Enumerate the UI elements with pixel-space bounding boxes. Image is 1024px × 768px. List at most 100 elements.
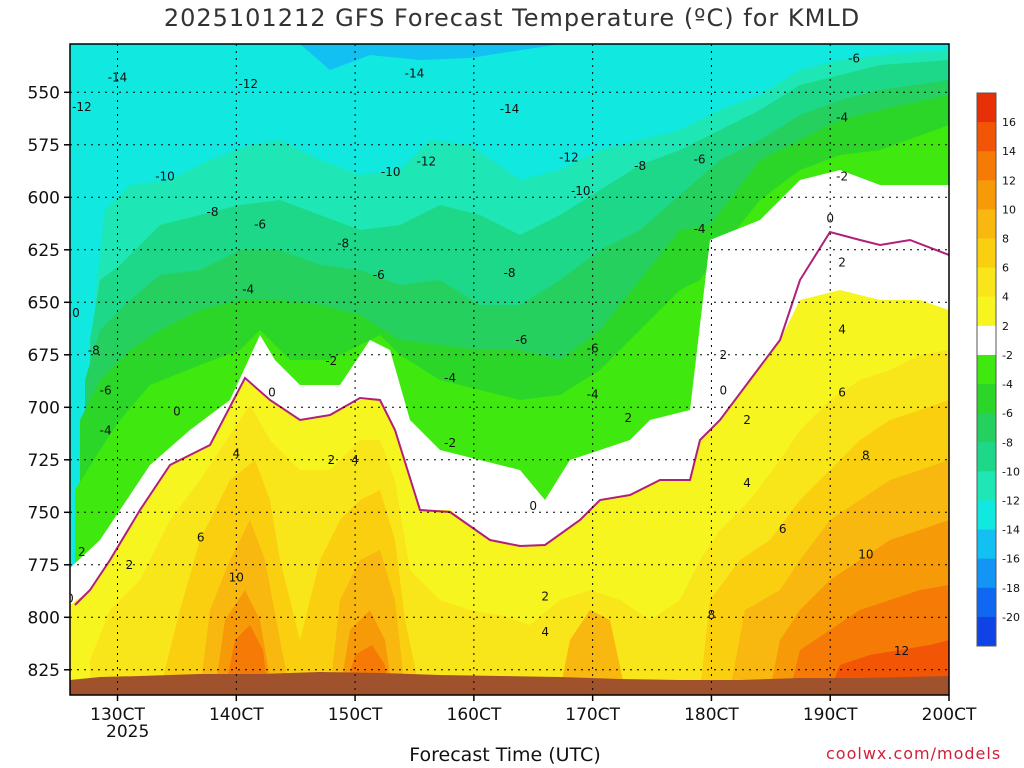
contour-label: -6 <box>848 52 860 66</box>
y-tick-label: 775 <box>28 556 60 576</box>
contour-label: 4 <box>743 476 751 490</box>
colorbar-level-label: -16 <box>1002 553 1020 566</box>
contour-label: 2 <box>78 545 86 559</box>
colorbar-level-label: 16 <box>1002 116 1016 129</box>
colorbar-level-label: -8 <box>1002 436 1013 449</box>
contour-label-layer: -14 -12 -14 -14 -12 -10 -10 -12 -12 -10 -8 -6 -8 -6 -8… <box>60 52 909 658</box>
colorbar-swatch <box>977 558 996 589</box>
colorbar-swatch <box>977 180 996 210</box>
contour-label: -2 <box>836 169 848 183</box>
contour-label: 0 <box>173 405 181 419</box>
x-tick-label: 170CT <box>565 705 620 725</box>
contour-label: -12 <box>417 155 437 169</box>
x-tick-label: 200CT <box>922 705 977 725</box>
source-credit: coolwx.com/models <box>826 744 1002 763</box>
colorbar-level-label: -18 <box>1002 582 1020 595</box>
contour-label: -6 <box>694 153 706 167</box>
contour-label: -8 <box>634 159 646 173</box>
contour-label: -4 <box>694 222 706 236</box>
chart-title: 2025101212 GFS Forecast Temperature (ºC)… <box>163 4 861 32</box>
y-tick-label: 650 <box>28 293 60 313</box>
x-axis-label: Forecast Time (UTC) <box>409 744 601 766</box>
colorbar-swatch <box>977 384 996 414</box>
contour-label: -6 <box>587 342 599 356</box>
contour-label: 10 <box>858 547 873 561</box>
contour-label: -6 <box>254 218 266 232</box>
contour-label: 8 <box>862 449 870 463</box>
contour-label: -8 <box>207 205 219 219</box>
colorbar-level-label: -12 <box>1002 494 1020 507</box>
contour-label: -8 <box>337 237 349 251</box>
contour-label: 6 <box>197 531 205 545</box>
y-tick-label: 700 <box>28 398 60 418</box>
contour-label: -12 <box>238 77 258 91</box>
contour-label: 4 <box>541 625 549 639</box>
contour-label: -14 <box>108 71 128 85</box>
contour-label: -14 <box>405 66 425 80</box>
contour-label: 12 <box>894 644 909 658</box>
contour-label: -6 <box>515 333 527 347</box>
y-tick-label: 550 <box>28 83 60 103</box>
colorbar-swatch <box>977 529 996 560</box>
contour-label: -14 <box>500 102 520 116</box>
y-tick-label: 575 <box>28 136 60 156</box>
contour-label: 4 <box>838 323 846 337</box>
contour-label: 4 <box>351 453 359 467</box>
contour-label: 2 <box>126 558 134 572</box>
colorbar-level-label: 10 <box>1002 203 1016 216</box>
colorbar-frame <box>976 92 997 647</box>
colorbar-swatch <box>977 238 996 269</box>
colorbar-level-label: -2 <box>1002 349 1013 362</box>
y-tick-label: 600 <box>28 188 60 208</box>
contour-label: 2 <box>541 589 549 603</box>
contour-label: -8 <box>88 344 100 358</box>
colorbar-swatch <box>977 122 996 152</box>
contour-label: -10 <box>571 184 591 198</box>
contour-label: -4 <box>444 371 456 385</box>
contour-label: 2 <box>624 411 632 425</box>
contour-label: -4 <box>242 283 254 297</box>
colorbar-level-label: 14 <box>1002 145 1016 158</box>
x-tick-label: 150CT <box>328 705 383 725</box>
x-tick-label: 130CT <box>90 705 145 725</box>
colorbar-legend: 16 14 12 10 8 6 4 2 -2 -4 -6 -8 -10 -12 -14 -16 -18 -20 <box>976 92 1020 647</box>
colorbar-swatch <box>977 267 996 298</box>
contour-label: -10 <box>60 306 80 320</box>
contour-label: -4 <box>836 111 848 125</box>
contour-label: 4 <box>232 447 240 461</box>
contour-label: 8 <box>708 608 716 622</box>
contour-label: 0 <box>66 591 74 605</box>
contour-label: -2 <box>325 354 337 368</box>
contour-label: 0 <box>268 386 276 400</box>
colorbar-swatch <box>977 616 996 647</box>
colorbar-swatch <box>977 413 996 443</box>
colorbar-level-label: 8 <box>1002 233 1009 246</box>
y-tick-label: 625 <box>28 241 60 261</box>
contour-label: -4 <box>100 423 112 437</box>
contour-label: -6 <box>373 268 385 282</box>
colorbar-level-label: 4 <box>1002 291 1009 304</box>
x-tick-label: 180CT <box>684 705 739 725</box>
colorbar-level-label: -4 <box>1002 378 1013 391</box>
colorbar-level-label: -10 <box>1002 465 1020 478</box>
contour-label: -10 <box>381 165 401 179</box>
colorbar-level-label: -20 <box>1002 611 1020 624</box>
colorbar-level-label: -6 <box>1002 407 1013 420</box>
colorbar-swatch <box>977 354 996 385</box>
x-axis-ticks: 130CT 140CT 150CT 160CT 170CT 180CT 190CT 200CT <box>90 695 977 725</box>
colorbar-swatch <box>977 442 996 472</box>
colorbar-swatch <box>977 587 996 618</box>
contour-label: -6 <box>100 384 112 398</box>
contour-label: -4 <box>587 388 599 402</box>
contour-label: 10 <box>229 570 244 584</box>
x-tick-label: 160CT <box>447 705 502 725</box>
contour-label: 6 <box>838 386 846 400</box>
contour-label: 0 <box>826 211 834 225</box>
colorbar-swatch <box>977 93 996 123</box>
y-axis-ticks: 550 575 600 625 650 675 700 725 750 775 800 825 <box>28 83 70 681</box>
colorbar-level-label: 6 <box>1002 262 1009 275</box>
y-tick-label: 750 <box>28 503 60 523</box>
x-axis-year-label: 2025 <box>106 722 150 742</box>
contour-label: -12 <box>559 150 579 164</box>
